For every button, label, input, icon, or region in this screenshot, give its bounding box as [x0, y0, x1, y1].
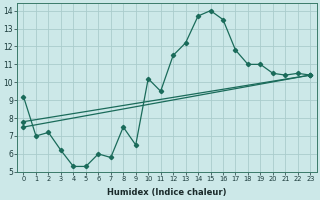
X-axis label: Humidex (Indice chaleur): Humidex (Indice chaleur) — [107, 188, 227, 197]
